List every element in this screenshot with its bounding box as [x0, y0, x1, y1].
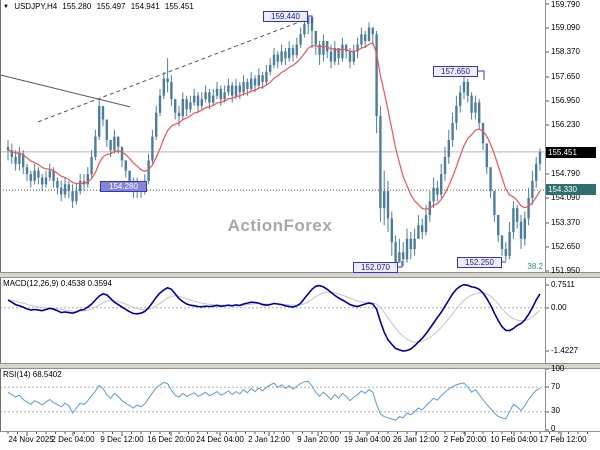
bid-price-tag: 155.451 — [546, 147, 596, 158]
y-axis-label: 154.790 — [551, 169, 580, 178]
rsi-axis-label: 70 — [551, 382, 560, 391]
panel-splitter-macd[interactable] — [0, 272, 600, 278]
y-axis-label: 156.230 — [551, 120, 580, 129]
symbol-dropdown-icon[interactable]: ▼ — [3, 4, 9, 10]
label-connector-high2 — [477, 70, 485, 80]
price-label-152250[interactable]: 152.250 — [457, 257, 502, 268]
x-axis-label: 24 Nov 2025 — [8, 435, 54, 444]
x-axis-label: 16 Dec 20:00 — [147, 435, 195, 444]
teal-level-tag: 154.330 — [546, 184, 596, 195]
rsi-axis-label: 30 — [551, 406, 560, 415]
macd-panel[interactable] — [0, 278, 545, 363]
macd-axis-label: -1.4227 — [551, 346, 579, 355]
x-axis-label: 17 Feb 12:00 — [539, 435, 587, 444]
x-axis-label: 26 Jan 12:00 — [392, 435, 440, 444]
actionforex-watermark: ActionForex — [227, 216, 333, 235]
y-axis-label: 159.090 — [551, 23, 580, 32]
macd-axis-label: 0.00 — [551, 303, 567, 312]
x-axis-label: 24 Dec 04:00 — [196, 435, 244, 444]
x-axis-label: 9 Jan 20:00 — [297, 435, 339, 444]
y-axis-label: 158.370 — [551, 47, 580, 56]
x-axis-label: 2 Jan 12:00 — [248, 435, 290, 444]
price-label-154280[interactable]: 154.280 — [100, 181, 147, 192]
horizontal-level-lines[interactable] — [0, 151, 545, 191]
price-label-159440[interactable]: 159.440 — [263, 11, 308, 22]
rsi-panel[interactable] — [0, 369, 545, 431]
rsi-axis-label: 0 — [551, 424, 556, 433]
main-chart-panel[interactable] — [0, 0, 545, 272]
price-label-157650[interactable]: 157.650 — [433, 66, 478, 77]
ohlc-low: 154.941 — [130, 2, 160, 11]
label-connector-low1 — [397, 261, 403, 268]
macd-axis-label: 0.7511 — [551, 280, 575, 289]
x-axis-label: 10 Feb 04:00 — [490, 435, 538, 444]
y-axis-label: 154.090 — [551, 193, 580, 202]
macd-series — [0, 283, 545, 352]
candlestick-series — [6, 15, 542, 268]
ohlc-open: 155.280 — [62, 2, 92, 11]
y-axis-label: 153.370 — [551, 218, 580, 227]
ohlc-high: 155.497 — [96, 2, 126, 11]
ohlc-info-bar: ▼ USDJPY,H4 155.280 155.497 154.941 155.… — [3, 2, 197, 12]
trendlines[interactable] — [0, 18, 308, 123]
y-axis-label: 159.790 — [551, 0, 580, 9]
x-axis-label: 2 Dec 04:00 — [51, 435, 95, 444]
y-axis-label: 156.950 — [551, 96, 580, 105]
macd-indicator-label: MACD(12,26,9) 0.4538 0.3594 — [3, 279, 112, 288]
fib-382-label: 38.2 — [527, 262, 543, 271]
label-connector-high1 — [307, 15, 313, 23]
rsi-indicator-label: RSI(14) 68.5402 — [3, 370, 62, 379]
y-axis-label: 152.650 — [551, 242, 580, 251]
x-axis-label: 9 Dec 12:00 — [100, 435, 144, 444]
symbol-timeframe: USDJPY,H4 — [14, 2, 58, 11]
y-axis-label: 151.950 — [551, 266, 580, 275]
price-label-152070[interactable]: 152.070 — [353, 262, 398, 273]
panel-splitter-rsi[interactable] — [0, 363, 600, 369]
x-axis-label: 19 Jan 04:00 — [343, 435, 391, 444]
ohlc-close: 155.451 — [164, 2, 194, 11]
y-axis-label: 157.650 — [551, 72, 580, 81]
rsi-series — [0, 380, 545, 421]
rsi-axis-label: 100 — [551, 364, 565, 373]
moving-average-line — [7, 42, 541, 210]
x-axis-label: 2 Feb 20:00 — [443, 435, 487, 444]
